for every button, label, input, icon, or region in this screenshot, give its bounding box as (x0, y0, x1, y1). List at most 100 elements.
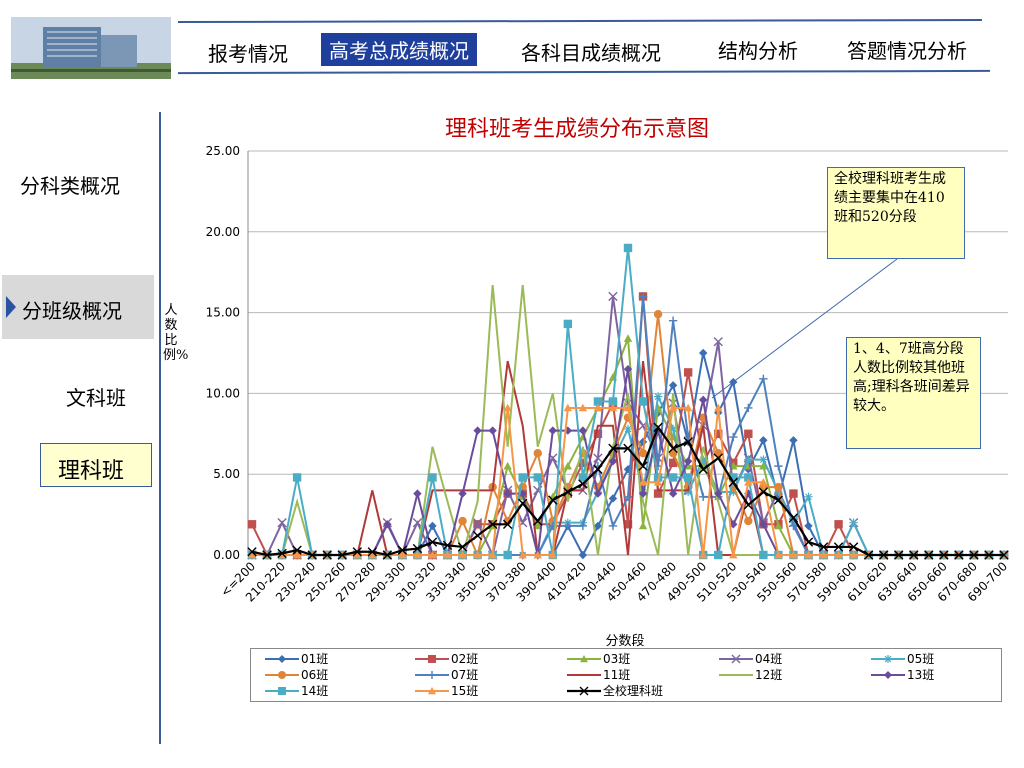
series-point-10 (744, 489, 753, 498)
series-point-12 (638, 478, 648, 486)
series-point-3 (638, 521, 648, 530)
series-point-7 (744, 403, 753, 413)
series-point-12 (608, 403, 618, 412)
series-point-7 (563, 521, 573, 531)
series-point-12 (834, 550, 843, 559)
series-point-13 (638, 461, 648, 471)
series-point-12 (744, 478, 753, 486)
y-tick-label: 15.00 (206, 306, 240, 320)
series-point-13 (533, 516, 543, 526)
sidebar-item-science[interactable]: 理科班 (58, 459, 125, 484)
legend-label: 13班 (907, 668, 935, 682)
series-point-2 (623, 520, 633, 529)
legend-entry: 13班 (871, 667, 1011, 683)
chart-title: 理科班考生成绩分布示意图 (444, 117, 709, 142)
series-point-13 (894, 550, 904, 560)
y-tick-label: 10.00 (206, 386, 240, 400)
sidebar-divider (159, 112, 161, 744)
series-point-7 (623, 492, 633, 502)
series-point-11 (503, 550, 512, 560)
sidebar-item-science-box[interactable] (40, 443, 152, 487)
series-point-10 (548, 426, 557, 435)
series-point-6 (744, 516, 753, 526)
legend-swatch-icon (871, 671, 905, 679)
series-point-13 (818, 542, 829, 552)
legend-swatch-icon (265, 655, 299, 663)
series-point-10 (759, 520, 768, 529)
nav-tab-registration[interactable]: 报考情况 (208, 42, 288, 66)
series-point-13 (728, 477, 738, 487)
series-point-3 (503, 461, 512, 470)
legend-swatch-icon (567, 686, 601, 696)
series-point-13 (487, 519, 498, 529)
series-point-10 (608, 457, 618, 466)
series-point-2 (578, 458, 588, 468)
series-point-13 (743, 500, 754, 510)
series-point-13 (954, 550, 964, 560)
nav-tab-total-score[interactable]: 高考总成绩概况 (321, 33, 477, 66)
series-point-5 (774, 487, 783, 497)
series-point-7 (699, 492, 708, 502)
nav-tab-answer-analysis[interactable]: 答题情况分析 (847, 39, 967, 63)
legend-swatch-icon (719, 674, 753, 676)
series-point-13 (969, 550, 979, 560)
series-point-1 (759, 436, 768, 445)
series-point-2 (683, 368, 693, 377)
series-point-1 (578, 550, 588, 560)
legend-label: 12班 (755, 668, 783, 682)
series-point-7 (789, 521, 798, 531)
series-point-12 (533, 550, 542, 559)
series-point-12 (413, 550, 422, 559)
sidebar-item-liberal-arts[interactable]: 文科班 (66, 386, 126, 410)
series-point-13 (563, 487, 573, 497)
callout-class-difference: 1、4、7班高分段人数比例较其他班高;理科各班间差异较大。 (846, 337, 981, 449)
series-point-11 (518, 473, 527, 482)
series-point-13 (833, 542, 844, 552)
series-point-5 (668, 424, 678, 434)
sidebar-item-class-overview[interactable]: 分班级概况 (22, 299, 122, 323)
series-point-13 (322, 550, 332, 560)
series-point-7 (729, 432, 738, 442)
series-point-12 (593, 403, 603, 412)
series-point-13 (292, 545, 302, 555)
legend-label: 14班 (301, 684, 329, 698)
callout-concentration: 全校理科班考生成绩主要集中在410班和520分段 (827, 167, 965, 259)
nav-tab-structure[interactable]: 结构分析 (718, 39, 798, 63)
sidebar-item-subject-overview[interactable]: 分科类概况 (20, 174, 120, 198)
legend-swatch-icon (871, 655, 905, 663)
series-point-13 (382, 550, 393, 560)
series-point-10 (488, 426, 497, 435)
series-point-10 (593, 489, 603, 498)
series-point-10 (638, 489, 648, 498)
series-point-11 (593, 397, 603, 406)
series-point-11 (292, 473, 302, 482)
legend-entry: 02班 (415, 651, 555, 667)
legend-swatch-icon (567, 674, 601, 676)
series-point-10 (714, 489, 723, 498)
series-point-11 (668, 473, 678, 482)
y-tick-label: 20.00 (206, 225, 240, 239)
series-point-13 (939, 550, 949, 560)
series-point-10 (458, 489, 467, 498)
series-point-13 (472, 530, 483, 541)
legend-swatch-icon (265, 671, 299, 679)
series-point-12 (819, 550, 828, 559)
series-point-13 (999, 550, 1009, 560)
series-point-13 (442, 540, 453, 550)
series-point-7 (774, 461, 783, 471)
series-point-5 (683, 487, 693, 497)
series-point-5 (849, 518, 858, 527)
series-point-11 (759, 550, 768, 560)
legend-entry: 07班 (415, 667, 555, 683)
series-point-13 (548, 495, 558, 505)
school-building-logo (11, 17, 171, 79)
nav-tab-subject-score[interactable]: 各科目成绩概况 (521, 41, 661, 65)
series-point-5 (653, 392, 663, 401)
series-point-11 (714, 550, 723, 560)
series-point-12 (683, 403, 693, 412)
legend-swatch-icon (415, 687, 449, 695)
legend-swatch-icon (719, 654, 753, 664)
legend-label: 03班 (603, 652, 631, 666)
series-point-11 (608, 397, 618, 406)
series-point-10 (683, 457, 693, 466)
